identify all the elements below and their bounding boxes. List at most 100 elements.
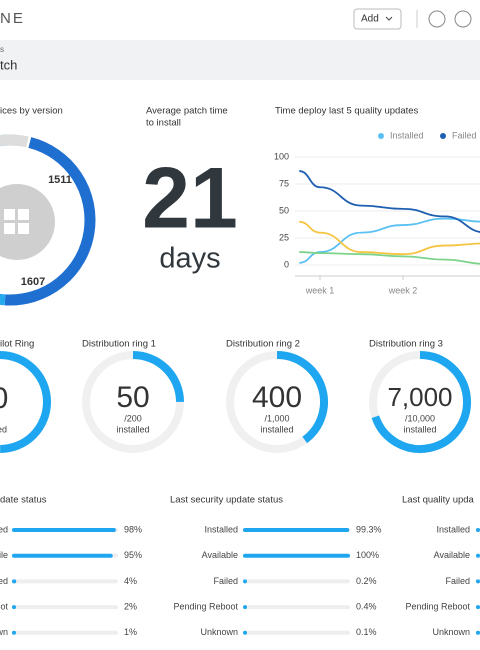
bell-icon[interactable] [454,10,472,28]
bar-value: 99.3% [356,524,382,534]
ring-sub: lled [0,424,7,434]
bar [12,553,113,558]
row-label: ed [0,524,8,534]
donut-label: 1511 [48,174,72,186]
ring-value: 400 [252,381,302,414]
row-label: oot [0,601,8,611]
breadcrumb: s [0,45,4,54]
y-tick-label: 50 [279,205,289,215]
ring-title: Distribution ring 1 [82,339,156,350]
legend-swatch [378,133,384,139]
card-title: ices by version [0,106,63,117]
bar-value: 98% [124,524,142,534]
ring-sub: installed [403,424,436,434]
bar [243,605,247,610]
bar-value: 95% [124,550,142,560]
y-tick-label: 25 [279,232,289,242]
bar-track [12,630,118,635]
big-number: 21 [142,151,238,247]
row-label: ile [0,550,8,560]
search-icon[interactable] [428,10,446,28]
bar [243,528,350,532]
windows-logo [4,209,29,234]
bar-start [476,528,480,532]
page-title: tch [0,57,17,72]
row-label: wn [0,627,8,637]
bar-value: 2% [124,601,137,611]
ring-value: 50 [116,381,149,414]
legend-label: Failed [452,130,477,140]
bar-value: 0.1% [356,627,377,637]
ring-title: ilot Ring [0,339,34,350]
ring-value: 0 [0,382,8,415]
ring-progress [276,351,328,444]
x-tick-label: week 2 [388,285,418,295]
list-title: Last security update status [170,495,283,506]
card-title: to install [146,118,181,129]
bar-value: 0.4% [356,601,377,611]
bar [243,553,350,558]
ring-sub: installed [116,424,149,434]
list-title: date status [0,495,47,506]
y-tick-label: 75 [279,178,289,188]
x-tick-label: week 1 [305,285,335,295]
row-label: Available [202,550,238,560]
bar [12,528,116,532]
ring-progress [0,350,52,453]
bar-track [12,605,118,610]
bar-track [12,579,118,584]
ring-sub: installed [260,424,293,434]
bar-value: 4% [124,576,137,586]
donut-gap [0,134,29,148]
add-button[interactable] [353,8,402,30]
card-title: Average patch time [146,106,228,117]
bar-start [476,579,480,584]
add-label[interactable]: Add [361,14,379,25]
bar [12,579,17,584]
list-title: Last quality upda [402,495,475,506]
ring-title: Distribution ring 3 [369,339,443,350]
legend-label: Installed [390,130,424,140]
row-label: Unknown [432,627,470,637]
bar-value: 1% [124,627,137,637]
bar [243,630,247,635]
bar-value: 0.2% [356,576,377,586]
ring-total: /10,000 [405,413,435,423]
row-label: Pending Reboot [173,601,238,611]
row-label: Unknown [200,627,238,637]
bar-track [243,630,350,635]
row-label: ed [0,576,8,586]
bar-start [476,553,480,558]
bar-start [476,630,480,635]
row-label: Failed [445,576,470,586]
legend-swatch [440,133,446,139]
donut-segment [4,137,96,306]
bar [12,605,16,610]
ring-progress [132,351,184,403]
row-label: Pending Reboot [405,601,470,611]
row-label: Installed [436,524,470,534]
caret [385,16,393,21]
series-line [299,170,480,233]
windows-badge [0,184,55,260]
series-line [299,251,480,265]
bar-track [243,605,350,610]
bar-start [476,605,480,610]
ring-value: 7,000 [387,382,452,412]
y-tick-label: 0 [284,259,289,269]
card-title: Time deploy last 5 quality updates [275,106,419,117]
bar-value: 100% [356,550,379,560]
bar [12,630,16,635]
row-label: Installed [204,524,238,534]
title-bar [0,40,480,80]
series-line [299,220,480,256]
logo: NE [0,10,25,27]
donut-label: 1607 [21,276,45,288]
ring-total: /1,000 [264,413,289,423]
row-label: Failed [213,576,238,586]
top-bar [0,0,480,40]
bar-track [243,579,350,584]
row-label: Available [434,550,470,560]
ring-title: Distribution ring 2 [226,339,300,350]
bar [243,579,247,584]
